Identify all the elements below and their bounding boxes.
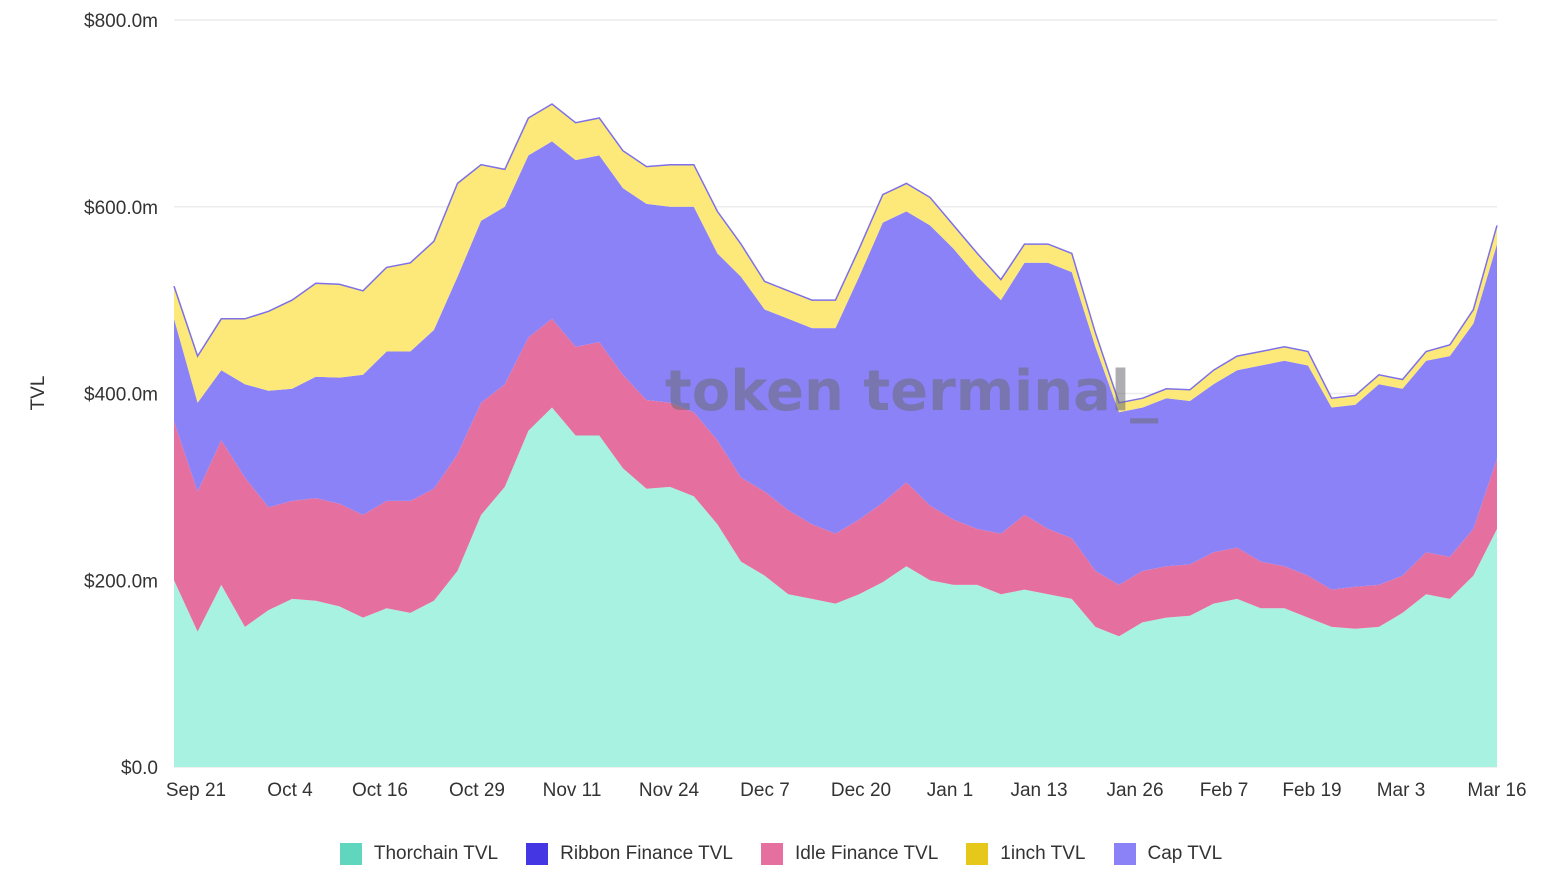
y-axis-title: TVL [28,376,49,411]
area-thorchain-tvl [174,407,1497,767]
legend-label: Thorchain TVL [373,843,499,864]
legend-swatch [761,843,783,865]
legend-swatch [966,843,989,865]
top-outline [173,103,1498,404]
y-tick-label: $800.0m [84,11,158,32]
y-tick-label: $600.0m [84,198,158,219]
area-idle-finance-tvl [174,318,1497,637]
x-tick-label: Feb 19 [1282,780,1341,801]
legend-item[interactable]: Cap TVL [1113,843,1223,865]
legend-item[interactable]: 1inch TVL [966,843,1086,865]
x-tick-label: Jan 26 [1106,780,1163,801]
legend-swatch [339,843,362,865]
watermark: token terminal_ [665,359,1158,424]
legend-item[interactable]: Idle Finance TVL [761,843,938,865]
x-tick-label: Sep 21 [166,780,226,801]
legend: Thorchain TVL Ribbon Finance TVL Idle Fina… [0,838,1562,870]
x-tick-label: Mar 3 [1377,780,1426,801]
y-tick-label: $400.0m [84,385,158,406]
x-tick-label: Nov 11 [543,780,602,801]
y-tick-label: $200.0m [84,571,158,592]
legend-swatch [1113,843,1136,865]
x-tick-label: Nov 24 [639,780,700,801]
area-yellow-layer [174,104,1497,413]
legend-label: 1inch TVL [1000,843,1086,864]
x-tick-label: Dec 7 [740,780,790,801]
y-tick-label: $0.0 [121,758,158,779]
x-tick-label: Jan 1 [927,780,973,801]
x-tick-label: Dec 20 [831,780,891,801]
x-tick-label: Jan 13 [1010,780,1067,801]
legend-label: Idle Finance TVL [795,843,939,864]
area-layers [173,103,1498,767]
y-axis-ticks: $0.0 $200.0m $400.0m $600.0m $800.0m [84,11,158,779]
x-tick-label: Oct 4 [267,780,313,801]
x-tick-label: Oct 29 [449,780,505,801]
legend-swatch [526,843,549,865]
x-tick-label: Oct 16 [352,780,408,801]
area-cap-tvl [174,141,1497,590]
legend-label: Ribbon Finance TVL [560,843,733,864]
legend-item[interactable]: Ribbon Finance TVL [526,843,733,865]
x-tick-label: Mar 16 [1467,780,1526,801]
legend-item[interactable]: Thorchain TVL [339,843,499,865]
x-axis-ticks: Sep 21 Oct 4 Oct 16 Oct 29 Nov 11 Nov 24 Dec 7… [166,780,1527,801]
x-tick-label: Feb 7 [1200,780,1249,801]
stacked-area-chart: $0.0 $200.0m $400.0m $600.0m $800.0m Sep 21 O… [28,11,1527,801]
legend-label: Cap TVL [1147,843,1223,864]
